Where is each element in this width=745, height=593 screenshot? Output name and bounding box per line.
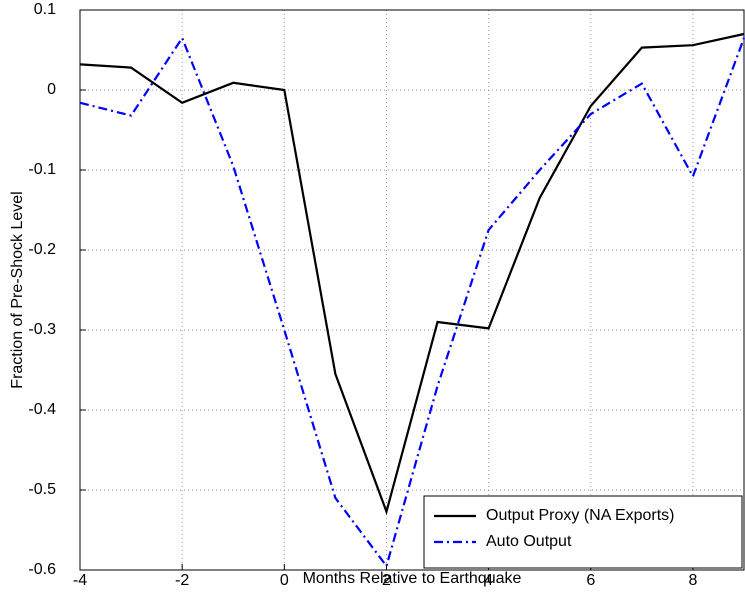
x-axis-title: Months Relative to Earthquake — [303, 570, 522, 587]
legend-label: Auto Output — [486, 533, 572, 550]
y-tick-label: -0.6 — [28, 561, 56, 578]
y-tick-label: -0.2 — [28, 241, 56, 258]
x-tick-label: 8 — [688, 572, 697, 588]
y-tick-label: -0.1 — [28, 161, 56, 178]
y-tick-label: 0 — [47, 81, 56, 98]
y-tick-label: 0.1 — [34, 1, 56, 18]
legend-box — [423, 495, 743, 569]
plot-frame — [79, 9, 745, 571]
line-series — [79, 32, 745, 516]
x-tick-label: 2 — [382, 572, 391, 588]
y-tick-label: -0.5 — [28, 481, 56, 498]
plot-area — [80, 10, 744, 570]
x-tick-label: -4 — [73, 572, 87, 588]
x-tick-label: 0 — [280, 572, 289, 588]
y-axis-title: Fraction of Pre-Shock Level — [9, 191, 26, 388]
y-tick-label: -0.4 — [28, 401, 56, 418]
x-tick-label: 6 — [586, 572, 595, 588]
x-tick-label: -2 — [175, 572, 189, 588]
x-tick-label: 4 — [484, 572, 493, 588]
y-tick-label: -0.3 — [28, 321, 56, 338]
legend-label: Output Proxy (NA Exports) — [486, 507, 675, 524]
